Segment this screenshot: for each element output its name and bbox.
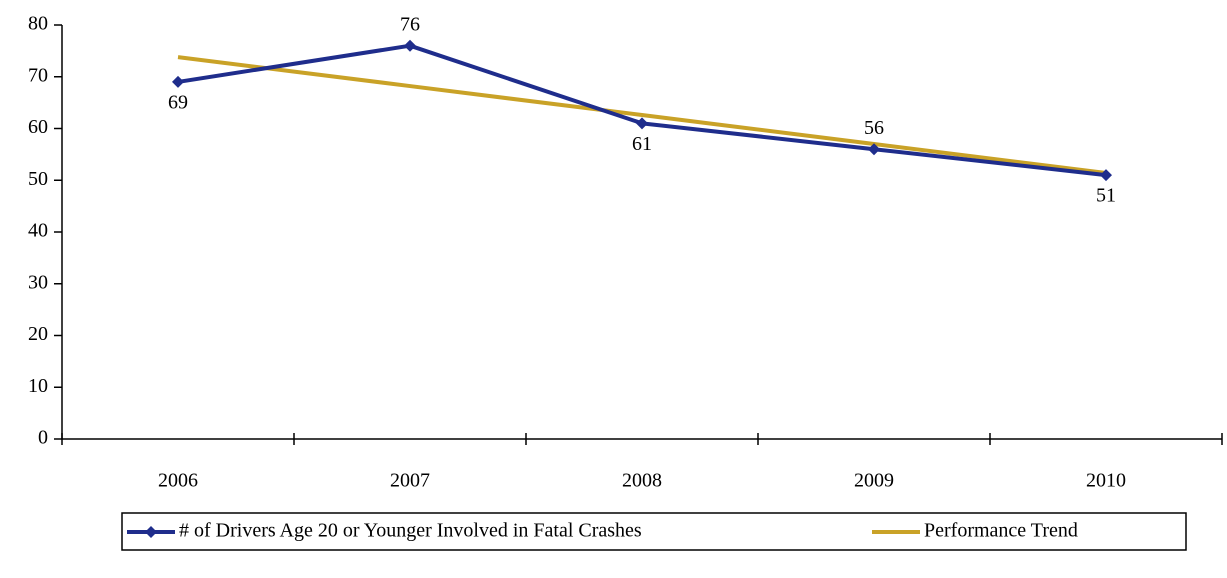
x-tick-label: 2007 — [390, 470, 430, 492]
data-label: 69 — [168, 92, 188, 114]
x-tick-label: 2006 — [158, 470, 198, 492]
data-label: 56 — [864, 117, 884, 139]
marker — [636, 117, 648, 130]
data-label: 76 — [400, 13, 420, 35]
marker — [404, 39, 416, 52]
x-tick-label: 2009 — [854, 470, 894, 492]
y-tick-label: 70 — [28, 64, 48, 86]
data-label: 61 — [632, 133, 652, 155]
y-tick-label: 60 — [28, 116, 48, 138]
legend-label: # of Drivers Age 20 or Younger Involved … — [179, 520, 642, 542]
y-tick-label: 30 — [28, 271, 48, 293]
y-tick-label: 20 — [28, 323, 48, 345]
y-tick-label: 50 — [28, 168, 48, 190]
marker — [172, 75, 184, 88]
y-tick-label: 10 — [28, 375, 48, 397]
series-line — [177, 55, 1107, 175]
data-label: 51 — [1096, 185, 1116, 207]
y-tick-label: 40 — [28, 220, 48, 242]
legend-label: Performance Trend — [924, 520, 1078, 542]
x-tick-label: 2008 — [622, 470, 662, 492]
y-tick-label: 0 — [38, 427, 48, 449]
legend-box — [121, 512, 1187, 551]
y-tick-label: 80 — [28, 13, 48, 35]
x-tick-label: 2010 — [1086, 470, 1126, 492]
marker — [1100, 169, 1112, 182]
legend-marker — [145, 526, 157, 538]
marker — [868, 143, 880, 156]
